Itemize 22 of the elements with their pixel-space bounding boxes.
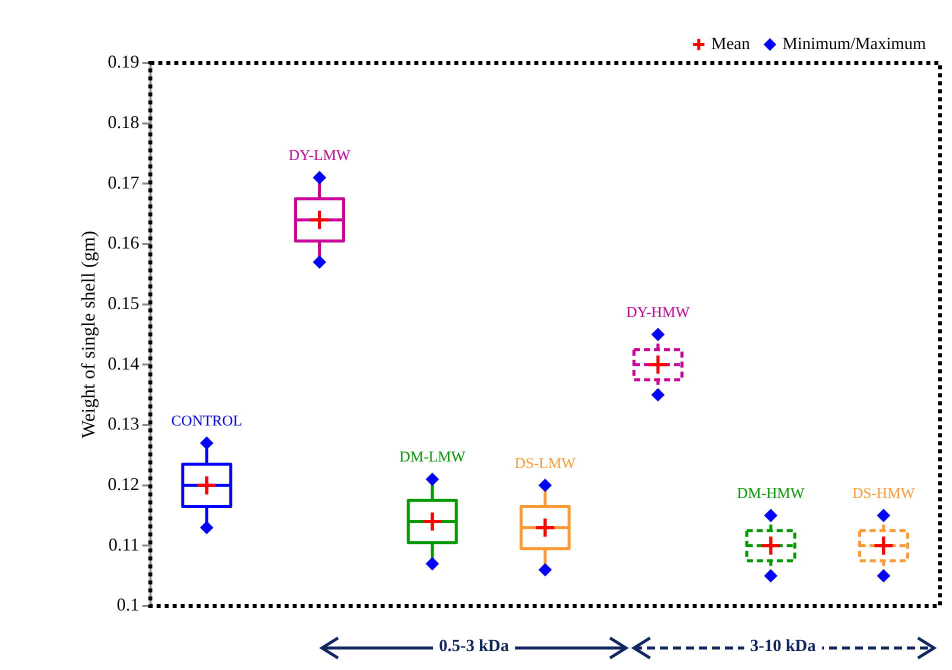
y-tick-label: 0.12 <box>108 474 140 494</box>
text: 3-10 kDa <box>744 636 822 656</box>
text: 0.5-3 kDa <box>433 636 515 656</box>
x-tick-label: CONTROL <box>171 414 242 430</box>
x-tick-label: DS-HMW <box>852 486 916 502</box>
legend-label: Mean <box>711 34 750 53</box>
x-tick-label: DM-HMW <box>737 486 806 502</box>
y-tick-label: 0.16 <box>108 232 140 253</box>
y-tick-label: 0.13 <box>108 414 140 434</box>
y-tick-label: 0.11 <box>108 534 140 554</box>
y-tick-label: 0.14 <box>108 353 140 374</box>
y-tick-label: 0.15 <box>108 293 140 314</box>
y-tick-label: 0.17 <box>108 172 140 192</box>
y-tick-label: 0.19 <box>108 52 140 72</box>
x-tick-label: DM-LMW <box>399 450 466 466</box>
y-tick-label: 0.18 <box>108 112 140 132</box>
legend-label: Minimum/Maximum <box>782 34 926 53</box>
y-tick-label: 0.1 <box>116 594 140 615</box>
y-axis-title: Weight of single shell (gm) <box>78 230 100 438</box>
x-tick-label: DY-HMW <box>626 304 690 321</box>
x-tick-label: DY-LMW <box>288 148 352 164</box>
x-tick-label: DS-LMW <box>514 456 576 472</box>
